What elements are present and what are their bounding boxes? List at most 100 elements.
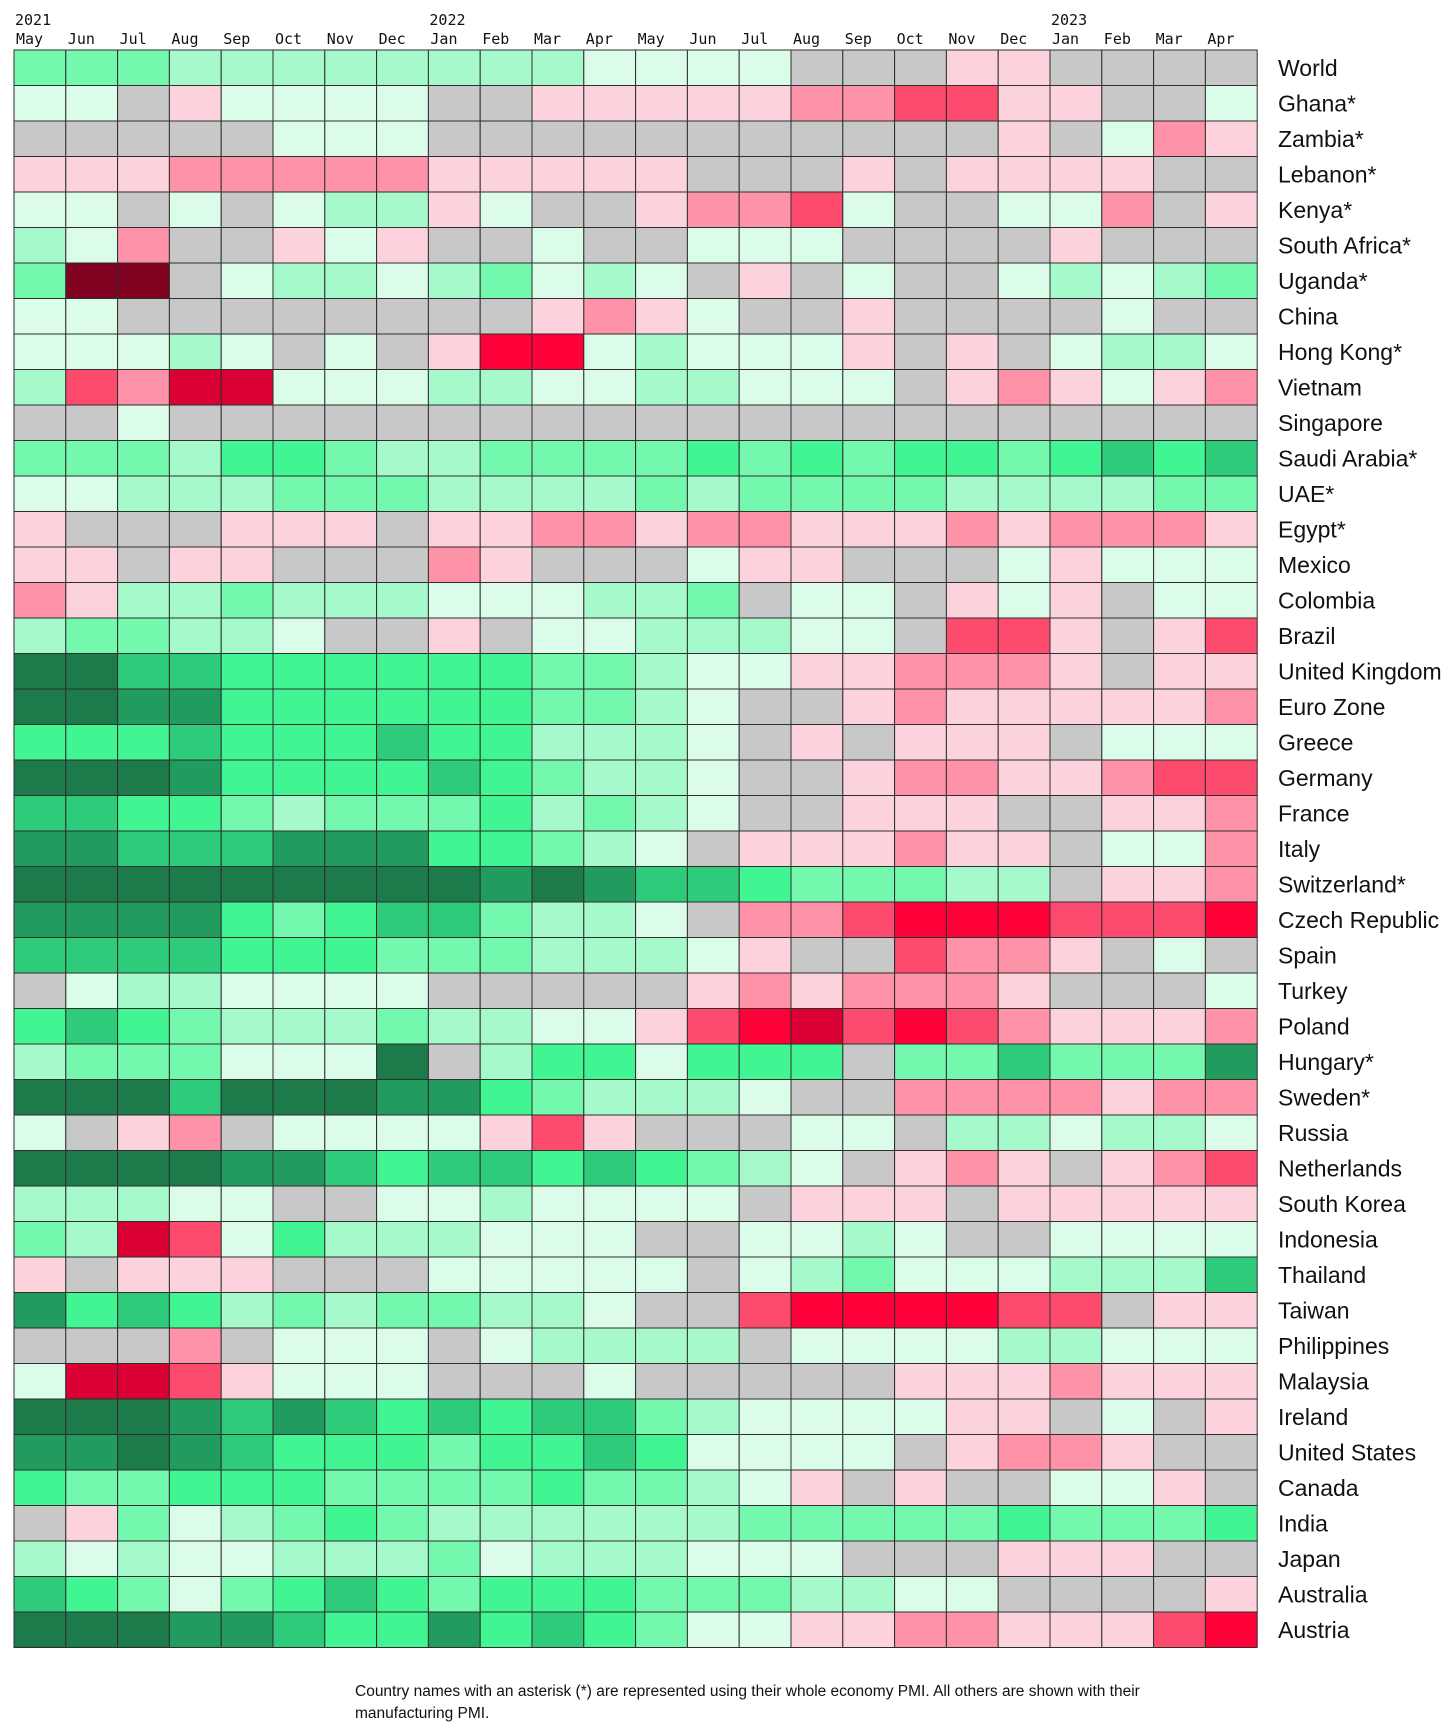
heatmap-cell: [635, 440, 688, 477]
heatmap-cell: [738, 49, 792, 86]
heatmap-cell: [894, 795, 947, 832]
heatmap-cell: [790, 653, 844, 690]
heatmap-cell: [583, 333, 637, 370]
heatmap-cell: [220, 1079, 274, 1116]
heatmap-cell: [842, 1576, 896, 1613]
heatmap-cell: [117, 440, 170, 477]
heatmap-cell: [1049, 333, 1103, 370]
heatmap-cell: [842, 901, 896, 938]
heatmap-cell: [65, 1469, 119, 1506]
heatmap-cell: [272, 937, 326, 974]
heatmap-cell: [738, 1576, 792, 1613]
heatmap-cell: [686, 227, 740, 264]
heatmap-cell: [376, 1185, 429, 1222]
heatmap-cell: [272, 688, 326, 725]
heatmap-cell: [324, 227, 378, 264]
heatmap-cell: [1204, 1008, 1258, 1045]
heatmap-cell: [790, 120, 844, 157]
heatmap-cell: [168, 1185, 222, 1222]
heatmap-cell: [1049, 582, 1103, 619]
heatmap-cell: [220, 759, 274, 796]
country-label: Malaysia: [1278, 1368, 1369, 1394]
heatmap-cell: [168, 1292, 222, 1329]
heatmap-cell: [583, 653, 637, 690]
heatmap-cell: [894, 1576, 947, 1613]
heatmap-cell: [997, 1185, 1051, 1222]
heatmap-cell: [1049, 369, 1103, 406]
heatmap-cell: [531, 688, 585, 725]
heatmap-cell: [117, 191, 170, 228]
month-label: Oct: [275, 30, 302, 48]
heatmap-cell: [376, 1114, 429, 1151]
heatmap-cell: [220, 369, 274, 406]
heatmap-cell: [65, 1008, 119, 1045]
country-label: Ghana*: [1278, 90, 1356, 116]
heatmap-cell: [1153, 582, 1206, 619]
heatmap-cell: [635, 1221, 688, 1258]
heatmap-cell: [1049, 653, 1103, 690]
heatmap-cell: [894, 1150, 947, 1187]
heatmap-cell: [738, 1256, 792, 1293]
heatmap-cell: [894, 1043, 947, 1080]
heatmap-cell: [117, 1114, 170, 1151]
heatmap-cell: [790, 1008, 844, 1045]
heatmap-cell: [168, 830, 222, 867]
heatmap-cell: [220, 1505, 274, 1542]
heatmap-cell: [790, 156, 844, 193]
heatmap-cell: [1049, 511, 1103, 548]
heatmap-cell: [220, 511, 274, 548]
heatmap-cell: [583, 830, 637, 867]
heatmap-cell: [117, 795, 170, 832]
heatmap-cell: [13, 1221, 67, 1258]
heatmap-cell: [531, 1079, 585, 1116]
heatmap-cell: [997, 404, 1051, 441]
heatmap-cell: [220, 1185, 274, 1222]
heatmap-cell: [479, 688, 533, 725]
heatmap-cell: [117, 1256, 170, 1293]
heatmap-cell: [272, 724, 326, 761]
heatmap-cell: [1101, 546, 1155, 583]
heatmap-cell: [324, 795, 378, 832]
heatmap-cell: [117, 333, 170, 370]
heatmap-cell: [738, 795, 792, 832]
heatmap-cell: [65, 120, 119, 157]
heatmap-cell: [686, 1434, 740, 1471]
heatmap-cell: [168, 1398, 222, 1435]
heatmap-cell: [738, 262, 792, 299]
heatmap-cell: [531, 972, 585, 1009]
heatmap-cell: [479, 49, 533, 86]
heatmap-cell: [427, 653, 481, 690]
heatmap-cell: [1204, 724, 1258, 761]
heatmap-cell: [168, 404, 222, 441]
heatmap-cell: [738, 1292, 792, 1329]
heatmap-cell: [531, 1611, 585, 1648]
heatmap-cell: [945, 1540, 999, 1577]
heatmap-cell: [1049, 49, 1103, 86]
heatmap-cell: [220, 440, 274, 477]
heatmap-cell: [479, 440, 533, 477]
heatmap-cell: [324, 1114, 378, 1151]
heatmap-cell: [583, 227, 637, 264]
heatmap-cell: [997, 1079, 1051, 1116]
heatmap-cell: [1153, 511, 1206, 548]
heatmap-cell: [1204, 653, 1258, 690]
heatmap-cell: [427, 1008, 481, 1045]
heatmap-cell: [117, 1221, 170, 1258]
country-label: India: [1278, 1510, 1328, 1536]
heatmap-cell: [1204, 1398, 1258, 1435]
heatmap-cell: [945, 369, 999, 406]
heatmap-cell: [842, 724, 896, 761]
heatmap-cell: [686, 1150, 740, 1187]
heatmap-cell: [272, 120, 326, 157]
heatmap-cell: [1049, 1576, 1103, 1613]
heatmap-cell: [894, 759, 947, 796]
heatmap-cell: [635, 759, 688, 796]
heatmap-cell: [686, 511, 740, 548]
country-label: Turkey: [1278, 978, 1348, 1004]
heatmap-cell: [1049, 688, 1103, 725]
heatmap-cell: [842, 1008, 896, 1045]
heatmap-cell: [1101, 1327, 1155, 1364]
heatmap-cell: [479, 227, 533, 264]
heatmap-cell: [686, 1398, 740, 1435]
heatmap-cell: [479, 830, 533, 867]
